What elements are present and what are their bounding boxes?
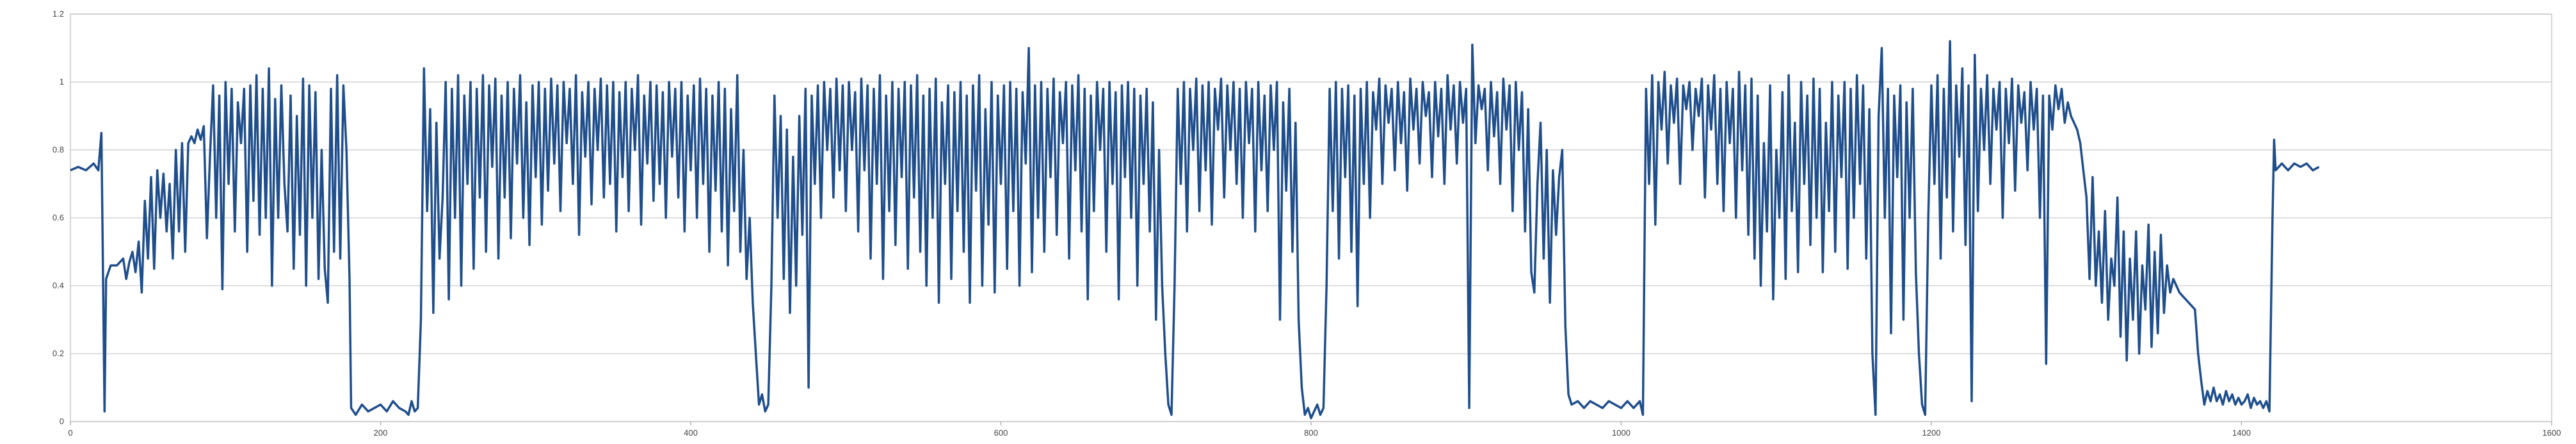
x-tick-label: 1200 — [1922, 428, 1941, 438]
series-group — [70, 40, 2320, 420]
y-tick-label: 1 — [60, 77, 64, 86]
x-tick-labels: 0 200 400 600 800 1000 1200 1400 1600 — [68, 428, 2561, 438]
y-tick-label: 0 — [60, 416, 64, 426]
series-line-0 — [70, 40, 2320, 420]
x-tick-label: 1000 — [1612, 428, 1630, 438]
x-tick-label: 200 — [374, 428, 388, 438]
x-tick-label: 0 — [68, 428, 72, 438]
x-tick-label: 400 — [684, 428, 698, 438]
y-tick-label: 0.4 — [52, 281, 64, 290]
x-tick-label: 600 — [994, 428, 1008, 438]
x-tick-label: 800 — [1304, 428, 1318, 438]
y-tick-label: 0.2 — [52, 349, 64, 358]
x-tick-label: 1400 — [2232, 428, 2251, 438]
y-tick-label: 1.2 — [52, 9, 64, 19]
x-tick-label: 1600 — [2543, 428, 2561, 438]
y-tick-label: 0.8 — [52, 145, 64, 154]
y-tick-labels: 0 0.2 0.4 0.6 0.8 1 1.2 — [52, 9, 64, 426]
axes — [70, 13, 2552, 425]
y-tick-label: 0.6 — [52, 213, 64, 222]
